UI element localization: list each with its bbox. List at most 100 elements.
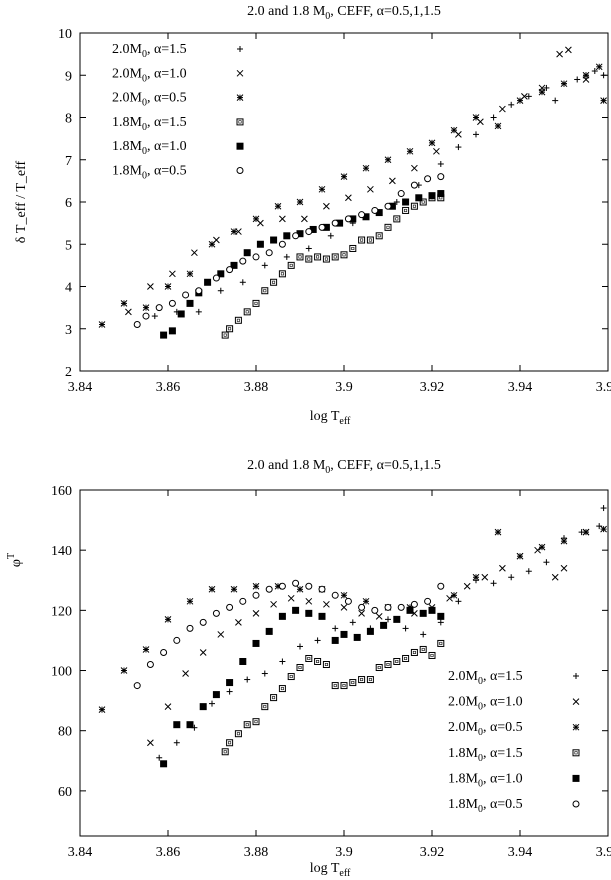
data-point xyxy=(156,754,163,761)
data-point xyxy=(164,283,172,290)
data-point xyxy=(252,591,260,599)
legend: 2.0M0, α=1.5 2.0M0, α=1.0 2.0M0, α=0.5 1.8M… xyxy=(112,42,244,182)
data-point xyxy=(270,694,278,702)
data-point xyxy=(490,580,497,587)
data-point xyxy=(155,304,163,312)
data-point xyxy=(226,603,234,611)
data-point xyxy=(199,618,207,626)
data-point xyxy=(120,667,128,674)
series-1 xyxy=(156,505,607,761)
data-point xyxy=(252,610,260,617)
series-2 xyxy=(125,46,603,316)
y-tick-label: 8 xyxy=(65,112,72,127)
data-point xyxy=(472,114,480,121)
legend-marker xyxy=(573,673,579,679)
data-point xyxy=(208,240,216,248)
data-point xyxy=(375,664,383,672)
legend-marker xyxy=(236,142,244,150)
data-point xyxy=(552,97,559,104)
data-point xyxy=(212,274,220,282)
data-point xyxy=(424,597,432,605)
data-point xyxy=(209,700,215,707)
data-point xyxy=(125,308,132,316)
x-tick-label: 3.88 xyxy=(244,845,269,860)
data-point xyxy=(186,270,194,278)
data-point xyxy=(252,215,260,223)
y-tick-label: 5 xyxy=(65,238,72,253)
data-point xyxy=(349,679,357,687)
legend-marker xyxy=(236,118,244,126)
data-point xyxy=(410,648,418,656)
data-point xyxy=(410,181,418,189)
data-point xyxy=(371,206,379,214)
y-tick-label: 100 xyxy=(51,665,72,680)
data-point xyxy=(499,105,506,113)
data-point xyxy=(384,603,392,611)
data-point xyxy=(265,585,273,593)
y-tick-label: 140 xyxy=(51,544,72,559)
legend-label: 1.8M0, α=0.5 xyxy=(112,164,187,182)
data-point xyxy=(406,606,414,614)
data-point xyxy=(331,219,339,227)
legend-entry: 1.8M0, α=1.5 xyxy=(112,115,244,133)
legend-marker xyxy=(572,774,580,782)
data-point xyxy=(208,585,216,593)
data-point xyxy=(305,654,313,662)
data-point xyxy=(534,546,541,554)
data-point xyxy=(384,223,392,231)
data-point xyxy=(384,156,392,164)
data-point xyxy=(199,703,207,711)
data-point xyxy=(256,240,264,248)
data-point xyxy=(362,164,370,172)
data-point xyxy=(160,760,168,768)
data-point xyxy=(204,278,212,286)
legend-label: 2.0M0, α=0.5 xyxy=(448,720,523,738)
data-point xyxy=(345,194,352,202)
data-point xyxy=(239,279,246,286)
data-point xyxy=(142,646,150,653)
data-point xyxy=(419,645,427,653)
data-point xyxy=(278,685,286,693)
data-point xyxy=(235,619,242,626)
data-point xyxy=(499,564,506,572)
data-point xyxy=(332,625,339,632)
y-tick-label: 2 xyxy=(65,365,72,380)
data-point xyxy=(147,283,154,290)
data-point xyxy=(516,552,524,560)
legend-entry: 2.0M0, α=1.0 xyxy=(448,695,580,713)
data-point xyxy=(411,164,418,172)
data-point xyxy=(164,616,172,623)
data-point xyxy=(410,600,418,608)
data-point xyxy=(406,147,414,155)
y-tick-label: 80 xyxy=(58,725,72,740)
data-point xyxy=(556,50,563,58)
data-point xyxy=(508,574,515,581)
data-point xyxy=(543,559,550,566)
data-point xyxy=(212,691,220,699)
data-point xyxy=(147,739,154,747)
x-tick-label: 3.84 xyxy=(68,380,93,395)
data-point xyxy=(371,606,379,614)
x-tick-label: 3.86 xyxy=(156,845,181,860)
data-point xyxy=(560,564,568,572)
legend-label: 2.0M0, α=0.5 xyxy=(112,91,187,109)
data-point xyxy=(186,299,194,307)
data-point xyxy=(283,253,290,260)
legend-marker xyxy=(572,723,580,731)
x-tick-label: 3.9 xyxy=(335,380,353,395)
data-point xyxy=(252,299,260,307)
data-point xyxy=(151,313,158,320)
data-point xyxy=(195,308,202,315)
series-4 xyxy=(221,639,445,756)
data-point xyxy=(186,624,194,632)
data-point xyxy=(133,321,141,329)
legend-label: 1.8M0, α=1.0 xyxy=(448,771,523,789)
data-point xyxy=(327,232,334,239)
legend-label: 2.0M0, α=1.5 xyxy=(448,669,523,687)
data-point xyxy=(508,101,515,108)
data-point xyxy=(322,255,330,263)
data-point xyxy=(473,131,479,138)
data-point xyxy=(261,703,269,711)
data-point xyxy=(318,185,326,193)
data-point xyxy=(226,266,234,274)
